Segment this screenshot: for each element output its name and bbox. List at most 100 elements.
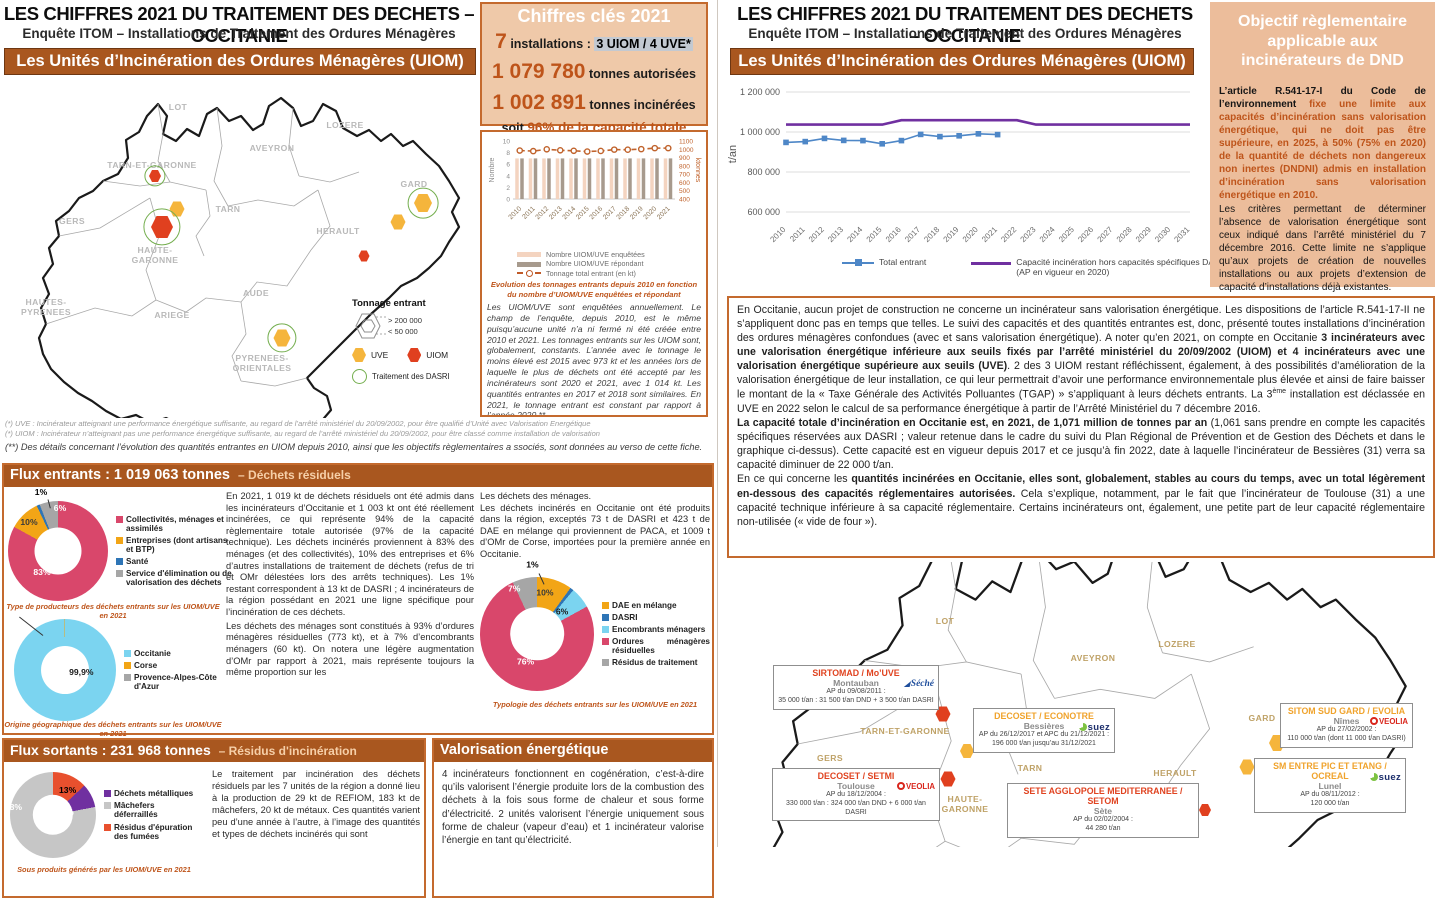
facility-city: Montauban: [833, 678, 879, 689]
uiom-marker: [935, 706, 951, 722]
legend-swatch: [602, 637, 609, 645]
legend-item: Déchets métalliques: [104, 789, 200, 798]
facility-ap-line: 120 000 t/an: [1310, 799, 1350, 807]
map-legend-title: Tonnage entrant: [352, 298, 426, 309]
svg-text:2018: 2018: [922, 225, 941, 244]
donut-percent-label: 99,9%: [69, 667, 94, 678]
svg-text:2013: 2013: [548, 205, 564, 221]
uiom-marker: [1199, 804, 1211, 816]
facility-ap-line: 44 280 t/an: [1085, 824, 1121, 832]
evolution-chart-legend: Nombre UIOM/UVE enquêtées Nombre UIOM/UV…: [517, 250, 701, 278]
map-department-label: HAUTE- GARONNE: [941, 794, 989, 814]
facility-card: SETE AGGLOPOLE MEDITERRANEE / SETOM Sète A…: [1007, 783, 1199, 838]
uiom-marker: [151, 216, 173, 238]
svg-text:2015: 2015: [575, 205, 591, 221]
flux-entrants-text: En 2021, 1 019 kt de déchets résiduels o…: [226, 491, 474, 678]
typology-caption: Typologie des déchets entrants sur les U…: [492, 699, 698, 709]
legend-item: Résidus d'épuration des fumées: [104, 823, 200, 841]
legend-item: Collectivités, ménages et assimilés: [116, 515, 234, 533]
svg-text:2014: 2014: [562, 205, 578, 221]
map-department-label: HAUTE- GARONNE: [131, 245, 179, 265]
svg-text:2013: 2013: [826, 225, 845, 244]
uiom-marker: [358, 250, 370, 262]
svg-text:600 000: 600 000: [747, 207, 780, 217]
capacity-chart-legend: Total entrant Capacité incinération hors…: [842, 257, 1228, 277]
donut-hole: [34, 527, 82, 575]
legend-item: Corse: [124, 661, 242, 670]
legend-swatch: [124, 649, 131, 657]
facility-logo: suez: [1369, 772, 1401, 783]
typology-legend: DAE en mélange DASRI Encombrants ménagers O…: [602, 601, 710, 667]
svg-text:2011: 2011: [521, 205, 536, 220]
facility-name: DECOSET / ECONOTRE: [994, 711, 1094, 721]
origin-donut-block: 99,9% Occitanie Corse Provence-Alpes-Côte d…: [14, 616, 242, 721]
svg-text:Nombre: Nombre: [489, 157, 496, 182]
legend-item: Encombrants ménagers: [602, 625, 710, 634]
footnote-details: (**) Des détails concernant l’évolution …: [5, 441, 703, 452]
map-department-label: GARD: [1248, 713, 1276, 724]
map-department-label: GARD: [400, 179, 428, 190]
objectif-reglementaire-box: Objectif règlementaire applicable aux in…: [1210, 2, 1435, 293]
label-leader-line: [18, 616, 43, 637]
svg-text:2017: 2017: [602, 205, 618, 221]
flux-entrants-header: Flux entrants : 1 019 063 tonnes – Déche…: [4, 465, 712, 487]
legend-swatch: [116, 515, 123, 523]
map-department-label: HERAULT: [1153, 768, 1197, 779]
key-figures-box: Chiffres clés 2021 7 installations : 3 U…: [480, 2, 708, 157]
dasri-legend-label: Traitement des DASRI: [372, 372, 450, 381]
uve-marker: [273, 329, 291, 347]
svg-text:2019: 2019: [629, 205, 645, 221]
legend-item: Service d'élimination ou de valorisation…: [116, 569, 234, 587]
donut-percent-label: 76%: [516, 656, 535, 667]
svg-text:900: 900: [679, 155, 690, 162]
facility-ap-line: AP du 26/12/2017 et APC du 21/12/2021 :: [978, 731, 1110, 739]
donut-percent-label: 83%: [33, 567, 51, 577]
legend-item: DAE en mélange: [602, 601, 710, 610]
producers-donut-chart: 83% 10% 6% 1%: [8, 487, 108, 601]
typology-donut-block: 10% 1% 6% 76% 7% DAE en mélange DASRI Encombran…: [480, 560, 710, 691]
section-banner-uiom: Les Unités d’Incinération des Ordures Mé…: [4, 48, 476, 75]
map-department-label: GERS: [59, 216, 85, 227]
map-department-label: TARN: [1017, 763, 1043, 774]
producers-legend: Collectivités, ménages et assimilés Entre…: [116, 515, 234, 587]
svg-text:1100: 1100: [679, 139, 693, 146]
label-leader-line: [47, 499, 51, 509]
svg-text:600: 600: [679, 180, 690, 187]
total-entrant-swatch: [842, 259, 874, 266]
svg-text:1 200 000: 1 200 000: [740, 87, 780, 97]
uve-marker: [414, 194, 432, 212]
page-title-right: LES CHIFFRES 2021 DU TRAITEMENT DES DECH…: [737, 3, 1193, 46]
facility-city: Nîmes: [1333, 716, 1360, 727]
donut-hole: [510, 606, 564, 661]
svg-text:2021: 2021: [656, 205, 672, 221]
donut-percent-label: 10%: [20, 517, 38, 527]
page-subtitle: Enquête ITOM – Installations de Traiteme…: [22, 26, 456, 41]
facility-logo: Séché: [904, 679, 934, 689]
facility-ap-line: 330 000 t/an : 324 000 t/an DND + 6 000 …: [786, 799, 926, 816]
svg-text:2010: 2010: [508, 205, 524, 221]
svg-text:6: 6: [506, 162, 510, 169]
uve-marker: [960, 744, 974, 758]
legend-swatch: [116, 558, 123, 565]
donut-percent-label: 9%: [61, 807, 74, 818]
sortants-donut-chart: 13% 9% 78%: [5, 772, 96, 858]
suez-logo: suez: [1078, 722, 1110, 733]
legend-swatch: [602, 601, 609, 609]
legend-item: DASRI: [602, 613, 710, 622]
map-department-label: AVEYRON: [249, 143, 295, 154]
svg-text:2016: 2016: [884, 225, 903, 244]
svg-text:10: 10: [503, 139, 511, 146]
producers-donut-block: 83% 10% 6% 1% Collectivités, ménages et assi…: [8, 487, 234, 601]
facility-ap-line: 35 000 t/an : 31 500 t/an DND + 3 500 t/…: [778, 696, 934, 704]
svg-text:2011: 2011: [788, 225, 807, 244]
map-department-label: TARN: [215, 204, 241, 215]
svg-text:2012: 2012: [807, 225, 826, 244]
survey-text: Les UIOM/UVE sont enquêtées annuellement…: [487, 302, 701, 417]
facility-city: Sète: [1093, 806, 1113, 817]
capacity-chart: 600 000 800 000 1 000 000 1 200 000 t/an 2010…: [727, 87, 1192, 244]
uve-marker: [1239, 759, 1255, 775]
map-legend: Tonnage entrant > 200 000 < 50 000 UVE U…: [352, 298, 474, 384]
map-department-label: TARN-ET-GARONNE: [107, 160, 197, 171]
uiom-marker: [149, 170, 161, 182]
uve-legend-label: UVE: [371, 350, 389, 360]
